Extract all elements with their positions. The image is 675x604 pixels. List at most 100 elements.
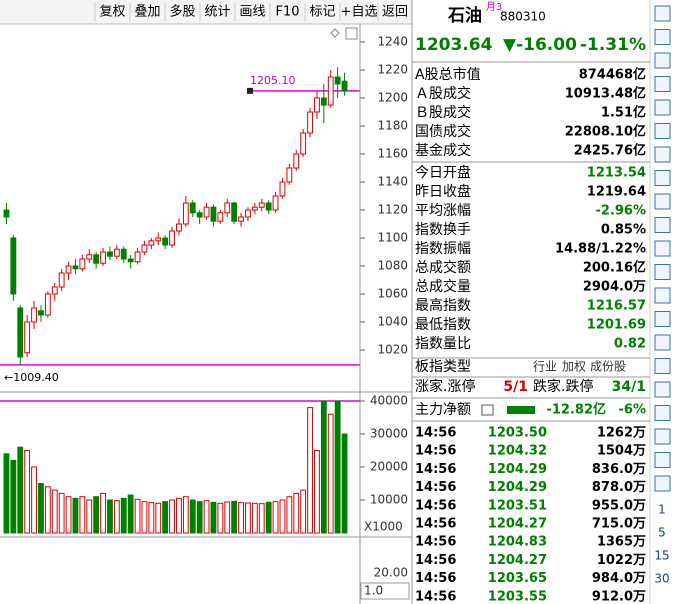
candle-body xyxy=(155,237,162,242)
type-tab[interactable]: 行业 xyxy=(533,360,557,374)
volume-bar xyxy=(148,502,155,534)
sidebar-icon[interactable] xyxy=(654,334,671,351)
sidebar-icon[interactable] xyxy=(654,452,671,468)
candle-body xyxy=(224,202,231,214)
flow-label: 主力净额 xyxy=(415,402,471,418)
candle-body xyxy=(72,265,79,270)
row-value: 1219.64 xyxy=(587,185,646,200)
sidebar-icon[interactable] xyxy=(654,29,671,45)
sidebar-icon[interactable] xyxy=(654,475,671,492)
candle-body xyxy=(51,286,58,295)
sidebar-icon[interactable] xyxy=(654,123,671,139)
sidebar-icon[interactable] xyxy=(654,52,671,69)
toolbar-button[interactable]: 多股 xyxy=(169,4,195,20)
candle-body xyxy=(162,237,169,246)
candle-body xyxy=(217,212,224,222)
volume-bar xyxy=(107,499,113,534)
trade-time: 14:56 xyxy=(415,444,456,459)
sidebar-icon[interactable] xyxy=(654,240,671,257)
y-tick-label: 20000 xyxy=(370,460,408,474)
trade-volume: 1262万 xyxy=(597,426,646,441)
sidebar-icon[interactable] xyxy=(654,405,671,421)
toolbar-button[interactable]: 画线 xyxy=(239,5,265,20)
row-label: 指数振幅 xyxy=(415,241,471,257)
row-label: Ａ股成交 xyxy=(415,85,471,102)
volume-bar xyxy=(272,501,279,534)
row-label: 国债成交 xyxy=(415,123,471,140)
trade-price: 1203.65 xyxy=(488,571,547,586)
row-value: 2904.0万 xyxy=(583,280,646,295)
trade-time: 14:56 xyxy=(415,517,456,532)
trade-volume: 1022万 xyxy=(597,553,646,568)
type-tab[interactable]: 成份股 xyxy=(590,360,626,374)
candle-body xyxy=(265,202,272,211)
menu-icon[interactable] xyxy=(345,27,358,40)
toolbar-button[interactable]: 复权 xyxy=(99,4,125,20)
sidebar-icon[interactable] xyxy=(654,287,671,304)
flow-pct: -6% xyxy=(619,403,646,418)
sidebar-icon[interactable] xyxy=(654,217,671,233)
y-tick-label: 1160 xyxy=(377,147,408,161)
sidebar-icon[interactable] xyxy=(654,358,671,374)
sidebar-icon[interactable] xyxy=(654,264,671,280)
row-label: 总成交量 xyxy=(415,278,471,295)
y-tick-label: 1220 xyxy=(377,63,408,77)
candle-body xyxy=(141,244,148,253)
indicator-box xyxy=(360,582,410,600)
candle-body xyxy=(182,202,189,225)
trade-price: 1203.51 xyxy=(488,498,547,513)
row-value: 1.51亿 xyxy=(601,105,646,121)
candle-body xyxy=(251,206,258,211)
indicator-label: 20.00 xyxy=(374,566,408,580)
sidebar-icon[interactable] xyxy=(654,311,671,327)
sidebar-icon[interactable] xyxy=(654,5,671,22)
period-button[interactable]: 5 xyxy=(658,526,666,540)
volume-bar xyxy=(141,501,148,534)
toolbar-button[interactable]: 返回 xyxy=(382,5,408,20)
row-label: 基金成交 xyxy=(415,142,471,159)
candle-body xyxy=(134,251,141,263)
type-tab[interactable]: 加权 xyxy=(562,360,586,374)
high-marker xyxy=(247,87,253,94)
row-value: 200.16亿 xyxy=(583,260,646,276)
trade-price: 1204.32 xyxy=(488,444,547,459)
volume-bar xyxy=(279,499,286,534)
trade-time: 14:56 xyxy=(415,571,456,586)
trade-time: 14:56 xyxy=(415,553,456,568)
sidebar-icon[interactable] xyxy=(654,381,671,398)
trade-price: 1203.50 xyxy=(488,426,547,441)
volume-bar xyxy=(258,503,265,534)
toolbar-button[interactable]: F10 xyxy=(275,5,299,20)
toolbar-button[interactable]: 标记 xyxy=(309,5,335,20)
sidebar-icon[interactable] xyxy=(654,428,671,445)
sidebar-icon[interactable] xyxy=(654,170,671,186)
sidebar-icon[interactable] xyxy=(654,99,671,116)
y-tick-label: 1180 xyxy=(377,119,408,133)
trade-volume: 912.0万 xyxy=(592,589,646,604)
trade-volume: 878.0万 xyxy=(592,480,646,495)
volume-bar xyxy=(3,453,10,534)
type-label: 板指类型 xyxy=(415,359,471,375)
diamond-icon[interactable] xyxy=(330,28,340,38)
trade-time: 14:56 xyxy=(415,462,456,477)
candle-body xyxy=(272,195,279,211)
period-button[interactable]: 1 xyxy=(658,503,666,517)
candle-body xyxy=(31,307,37,323)
volume-bar xyxy=(203,500,210,534)
volume-bar xyxy=(44,486,51,534)
toolbar-button[interactable]: 叠加 xyxy=(134,5,160,20)
sidebar-icon[interactable] xyxy=(654,146,671,163)
sidebar-icon[interactable] xyxy=(654,76,671,92)
y-tick-label: 1040 xyxy=(377,315,408,329)
candle-body xyxy=(176,223,182,232)
sidebar-icon[interactable] xyxy=(654,193,671,210)
breadth-item: 跌家.跌停 xyxy=(533,378,593,395)
trade-price: 1203.55 xyxy=(488,589,547,604)
candle-body xyxy=(58,272,65,288)
toolbar-button[interactable]: +自选 xyxy=(341,5,378,20)
period-button[interactable]: 15 xyxy=(654,549,669,563)
toolbar-button[interactable]: 统计 xyxy=(204,5,230,20)
period-button[interactable]: 30 xyxy=(654,572,669,586)
y-tick-label: 1020 xyxy=(377,343,408,357)
